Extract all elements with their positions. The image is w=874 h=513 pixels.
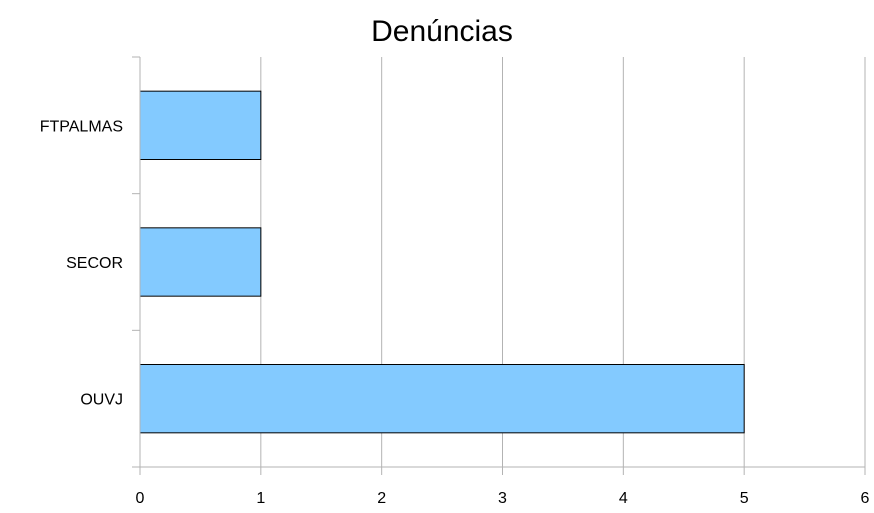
x-tick-label: 3 (498, 490, 507, 507)
x-tick-label: 5 (740, 490, 749, 507)
bar-ftpalmas (139, 90, 262, 160)
x-tick-label: 0 (136, 490, 145, 507)
x-tick-label: 6 (861, 490, 870, 507)
axes (132, 56, 866, 475)
y-category-label: OUVJ (80, 392, 123, 409)
y-category-label: SECOR (66, 255, 123, 272)
chart-title: Denúncias (371, 15, 513, 48)
x-tick-label: 2 (377, 490, 386, 507)
x-tick-label: 1 (256, 490, 265, 507)
x-tick-label: 4 (619, 490, 628, 507)
bars (139, 90, 745, 434)
y-category-label: FTPALMAS (40, 118, 123, 135)
bar-ouvj (139, 364, 745, 434)
bar-secor (139, 227, 262, 297)
labels: 0 1 2 3 4 5 6 FTPALMAS SECOR OUVJ (40, 118, 870, 507)
